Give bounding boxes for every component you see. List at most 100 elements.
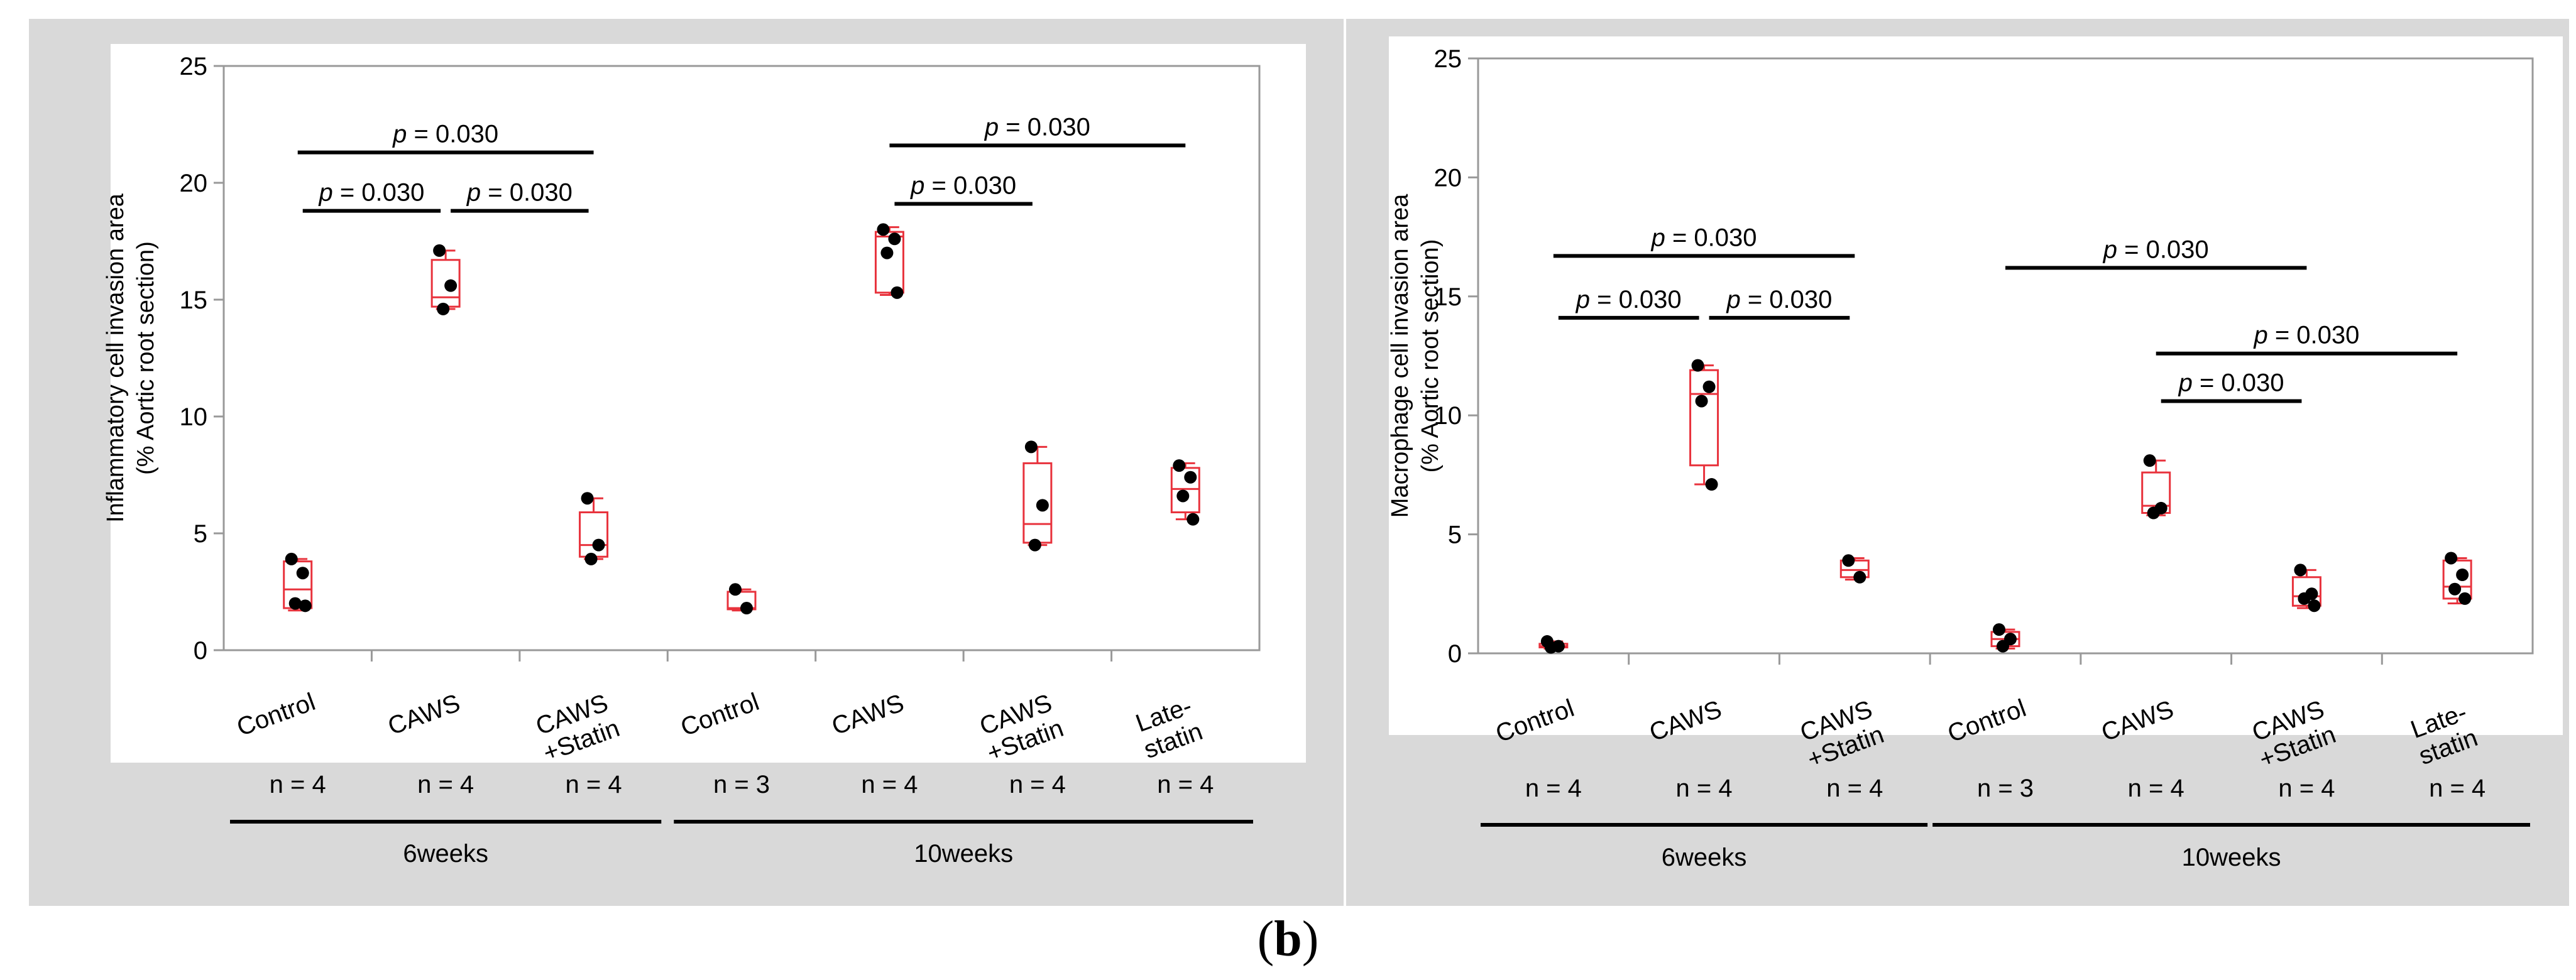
right-p-symbol: p [2253,322,2267,349]
right-data-point [2147,506,2160,520]
left-n-label: n = 4 [1157,771,1214,798]
left-y-tick-label: 0 [194,637,207,665]
left-y-tick-label: 5 [194,520,207,548]
left-data-point [444,279,458,292]
left-p-value-text: = 0.030 [999,113,1090,141]
right-data-point [1705,478,1718,491]
right-n-label: n = 3 [1977,775,2034,802]
right-p-value-text: = 0.030 [2193,369,2284,396]
right-p-value-text: = 0.030 [1741,286,1833,313]
right-p-symbol: p [2103,236,2117,263]
left-p-value-label: p = 0.030 [466,179,573,207]
left-data-point [877,223,890,236]
left-p-value-text: = 0.030 [333,179,425,207]
right-period-label: 6weeks [1662,844,1747,871]
right-p-value-label: p = 0.030 [1726,286,1832,313]
right-data-point [2143,454,2156,467]
left-y-axis-label-line2: (% Aortic root section) [133,241,159,475]
right-p-symbol: p [2178,369,2193,396]
left-data-point [592,538,605,552]
right-data-point [2448,582,2462,596]
left-data-point [1187,513,1200,526]
right-p-symbol: p [1651,224,1665,251]
right-box [2291,576,2321,607]
right-data-point [2445,552,2458,565]
left-y-tick-label: 10 [180,403,208,431]
left-y-axis-label: Inflammatory cell invasion area (% Aortic… [102,193,159,523]
right-period-label: 10weeks [2182,844,2281,871]
left-plot-frame [222,65,1261,651]
right-p-value-label: p = 0.030 [1576,286,1682,313]
right-n-label: n = 4 [2128,775,2184,802]
left-data-point [1173,459,1186,472]
right-plot-frame [1477,57,2534,655]
left-y-tick-label: 15 [180,286,208,314]
right-y-tick-label: 5 [1448,521,1462,549]
left-data-point [581,492,594,505]
left-p-value-label: p = 0.030 [910,172,1016,199]
left-n-label: n = 4 [1009,771,1066,798]
right-data-point [2294,564,2307,577]
left-data-point [1176,489,1190,503]
left-p-value-label: p = 0.030 [984,113,1090,141]
left-plot-background [111,44,1306,763]
right-data-point [1842,554,1855,567]
left-data-point [584,552,598,565]
left-p-symbol: p [318,179,332,207]
right-data-point [2308,599,2321,612]
left-data-point [299,599,312,612]
figure-label: b [1274,912,1302,967]
left-period-label: 6weeks [403,840,488,868]
left-p-value-text: = 0.030 [481,179,573,207]
macrophage-cell-chart: 0 5 10 15 20 25 Macrophage cell invasion area(… [1387,36,2563,871]
figure-caption: (b) [1257,912,1319,967]
right-y-axis-label-line2: (% Aortic root section) [1417,239,1444,473]
right-p-symbol: p [1576,286,1590,313]
left-data-point [433,244,446,257]
right-y-tick-label: 10 [1434,402,1462,430]
left-n-label: n = 4 [270,771,326,798]
right-data-point [1702,380,1716,393]
right-data-point [2298,592,2311,605]
left-p-value-label: p = 0.030 [392,121,498,148]
right-n-label: n = 4 [2278,775,2335,802]
left-n-label: n = 4 [417,771,474,798]
right-y-tick-label: 0 [1448,640,1462,668]
right-data-point [1853,570,1866,584]
left-p-symbol: p [910,172,924,199]
right-data-point [1691,359,1704,372]
right-y-tick-label: 20 [1434,164,1462,192]
left-box [1170,467,1200,514]
inflammatory-cell-chart: 0 5 10 15 20 25 Inflammatory cell invasion are… [102,44,1306,868]
right-p-value-label: p = 0.030 [1651,224,1757,251]
right-p-value-text: = 0.030 [1590,286,1682,313]
left-data-point [740,602,753,615]
left-n-label: n = 3 [713,771,770,798]
left-p-value-text: = 0.030 [407,121,498,148]
right-p-value-text: = 0.030 [2268,322,2360,349]
right-box [1689,369,1719,467]
left-period-label: 10weeks [914,840,1013,868]
left-data-point [285,552,298,565]
right-data-point [1544,641,1557,654]
right-p-value-text: = 0.030 [2117,236,2209,263]
right-p-value-label: p = 0.030 [2253,322,2359,349]
left-data-point [1184,471,1197,484]
left-p-value-label: p = 0.030 [318,179,424,207]
right-data-point [2456,568,2469,581]
right-data-point [1997,640,2009,653]
right-y-axis-label: Macrophage cell invasion area (% Aortic r… [1387,193,1444,518]
right-n-label: n = 4 [1676,775,1733,802]
left-y-tick-label: 20 [180,170,208,197]
right-p-value-text: = 0.030 [1665,224,1757,251]
left-p-symbol: p [984,113,999,141]
right-y-tick-label: 25 [1434,45,1462,73]
left-n-label: n = 4 [566,771,622,798]
right-n-label: n = 4 [2429,775,2486,802]
right-p-value-label: p = 0.030 [2103,236,2209,263]
right-plot-background [1389,36,2563,735]
left-data-point [1028,538,1041,552]
left-data-point [729,583,742,596]
left-y-axis-label-line1: Inflammatory cell invasion area [102,193,129,523]
right-y-axis-label-line1: Macrophage cell invasion area [1387,193,1413,518]
